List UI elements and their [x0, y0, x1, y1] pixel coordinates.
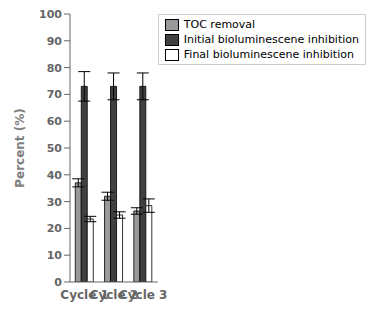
svg-text:30: 30: [47, 196, 63, 209]
svg-text:Cycle 1: Cycle 1: [60, 287, 109, 302]
html-text:Initial bioluminescene inhibit: Initial bioluminescene inhibition: [183, 33, 359, 46]
html-text:Final bioluminescene inhibitio: Final bioluminescene inhibition: [183, 48, 354, 61]
svg-text:Cycle 2: Cycle 2: [89, 287, 139, 302]
svg-text:10: 10: [47, 249, 63, 262]
html-text:TOC removal: TOC removal: [183, 18, 256, 31]
svg-text:90: 90: [47, 35, 63, 48]
svg-text:80: 80: [47, 62, 63, 75]
svg-text:20: 20: [47, 222, 63, 235]
svg-text:60: 60: [47, 115, 63, 128]
svg-text:Percent (%): Percent (%): [13, 108, 27, 188]
svg-text:0: 0: [54, 276, 62, 289]
svg-text:100: 100: [39, 8, 62, 21]
svg-text:40: 40: [47, 169, 63, 182]
svg-text:Cycle 3: Cycle 3: [119, 288, 168, 302]
svg-text:70: 70: [47, 88, 63, 101]
svg-text:50: 50: [47, 142, 63, 155]
